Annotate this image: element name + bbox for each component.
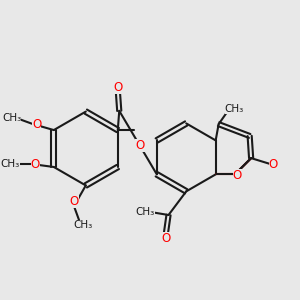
Text: O: O bbox=[135, 139, 145, 152]
Text: CH₃: CH₃ bbox=[1, 159, 20, 169]
Text: CH₃: CH₃ bbox=[73, 220, 92, 230]
Text: O: O bbox=[31, 158, 40, 170]
Text: CH₃: CH₃ bbox=[225, 104, 244, 114]
Text: O: O bbox=[232, 169, 242, 182]
Text: O: O bbox=[113, 81, 122, 94]
Text: CH₃: CH₃ bbox=[2, 113, 21, 123]
Text: O: O bbox=[32, 118, 41, 130]
Text: O: O bbox=[161, 232, 170, 245]
Text: O: O bbox=[69, 195, 79, 208]
Text: O: O bbox=[269, 158, 278, 170]
Text: CH₃: CH₃ bbox=[136, 207, 155, 217]
